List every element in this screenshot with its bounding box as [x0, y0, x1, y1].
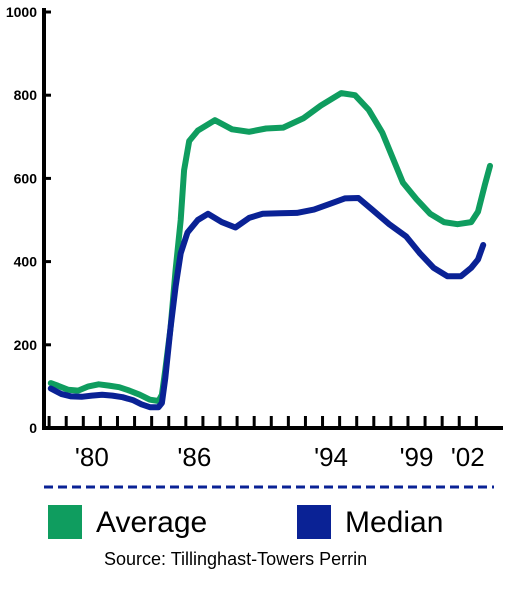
y-tick-label-400: 400 — [14, 254, 38, 270]
series-lines — [47, 90, 493, 411]
x-tick-labels: '80 '86 '94 '99 '02 — [75, 442, 485, 472]
y-tick-labels: 0 200 400 600 800 1000 — [6, 4, 51, 436]
x-tick-label-1994: '94 — [314, 442, 348, 472]
y-tick-label-1000: 1000 — [6, 4, 37, 20]
x-tick-label-1980: '80 — [75, 442, 109, 472]
y-tick-label-800: 800 — [14, 87, 38, 103]
legend: Average Median — [48, 505, 443, 539]
series-line-median — [47, 195, 487, 411]
y-tick-label-600: 600 — [14, 170, 38, 186]
y-tick-label-200: 200 — [14, 337, 38, 353]
series-line-average — [47, 90, 493, 404]
y-tick-label-0: 0 — [29, 420, 37, 436]
x-tick-label-1999: '99 — [400, 442, 434, 472]
source-note: Source: Tillinghast-Towers Perrin — [104, 549, 367, 569]
x-tick-label-2002: '02 — [451, 442, 485, 472]
legend-swatch-median — [297, 505, 331, 539]
legend-swatch-average — [48, 505, 82, 539]
legend-label-average: Average — [96, 506, 207, 539]
x-tick-label-1986: '86 — [177, 442, 211, 472]
legend-label-median: Median — [345, 506, 443, 539]
